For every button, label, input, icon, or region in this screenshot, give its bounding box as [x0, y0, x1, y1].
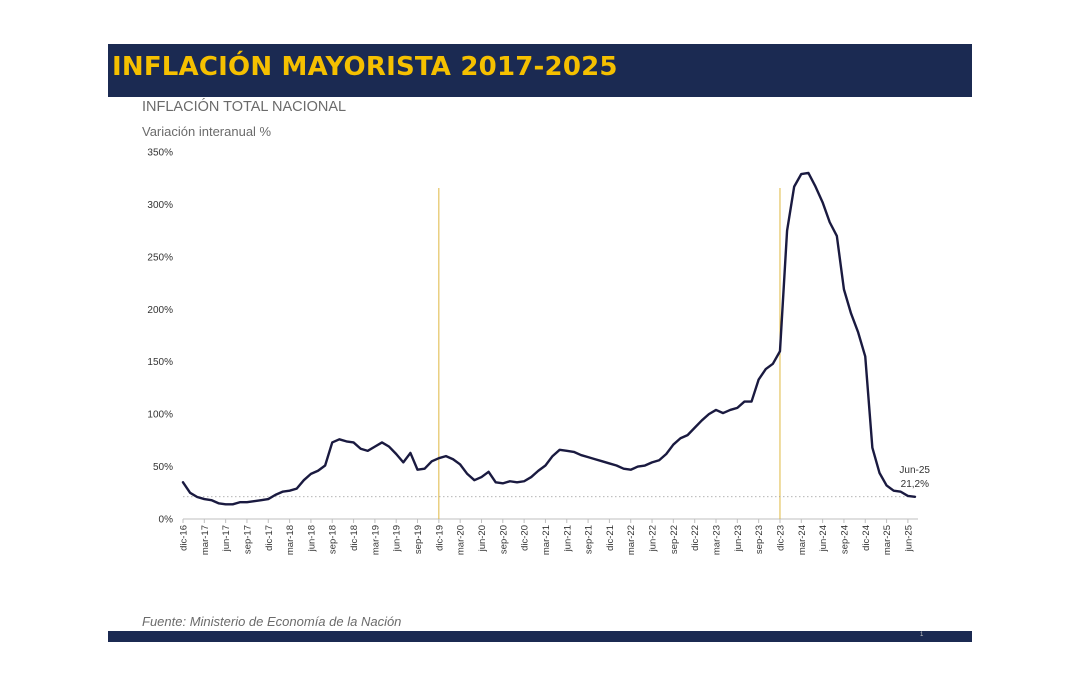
page-number: 1	[920, 632, 924, 638]
x-tick-label: dic-16	[179, 525, 190, 551]
x-tick-label: dic-24	[861, 525, 872, 551]
y-tick-label: 50%	[153, 462, 173, 473]
page-title: INFLACIÓN MAYORISTA 2017-2025	[112, 52, 618, 82]
source-note: Fuente: Ministerio de Economía de la Nac…	[142, 614, 402, 629]
annotations: Jun-25 21,2%	[899, 465, 930, 490]
chart-title: INFLACIÓN TOTAL NACIONAL	[142, 99, 347, 115]
y-axis: 0% 50% 100% 150% 200% 250% 300% 350%	[147, 148, 173, 526]
x-tick-label: sep-19	[413, 525, 424, 554]
y-tick-label: 300%	[147, 200, 173, 211]
x-tick-label: sep-20	[498, 525, 509, 554]
x-tick-label: jun-24	[818, 525, 829, 552]
x-tick-label: mar-19	[370, 525, 381, 555]
annotation-value-label: 21,2%	[901, 479, 929, 490]
x-tick-label: sep-23	[754, 525, 765, 554]
y-tick-label: 100%	[147, 410, 173, 421]
vertical-markers	[183, 188, 915, 519]
x-tick-label: dic-19	[434, 525, 445, 551]
x-tick-label: mar-17	[200, 525, 211, 555]
x-tick-label: jun-22	[648, 525, 659, 552]
x-tick-label: dic-22	[690, 525, 701, 551]
y-tick-label: 350%	[147, 148, 173, 159]
y-tick-label: 150%	[147, 357, 173, 368]
x-tick-label: jun-20	[477, 525, 488, 552]
x-tick-label: dic-20	[520, 525, 531, 551]
x-tick-label: sep-18	[328, 525, 339, 554]
x-tick-label: jun-18	[306, 525, 317, 552]
x-tick-label: mar-20	[456, 525, 467, 555]
x-tick-label: jun-21	[562, 525, 573, 552]
annotation-date-label: Jun-25	[899, 465, 930, 476]
x-tick-label: sep-22	[669, 525, 680, 554]
x-tick-label: mar-22	[626, 525, 637, 555]
x-axis: dic-16 mar-17 jun-17 sep-17 dic-17 mar-18 jun-…	[179, 518, 918, 555]
x-tick-label: jun-17	[221, 525, 232, 552]
y-tick-label: 250%	[147, 252, 173, 263]
x-tick-label: jun-25	[903, 525, 914, 552]
x-tick-label: mar-23	[712, 525, 723, 555]
footer-band	[108, 631, 972, 642]
series-group	[181, 171, 917, 506]
x-tick-label: mar-25	[882, 525, 893, 555]
series-line	[181, 171, 917, 506]
x-tick-label: sep-21	[584, 525, 595, 554]
x-tick-label: dic-23	[775, 525, 786, 551]
x-tick-label: sep-17	[242, 525, 253, 554]
x-tick-label: jun-23	[733, 525, 744, 552]
x-tick-label: dic-17	[264, 525, 275, 551]
x-tick-label: mar-24	[797, 525, 808, 555]
x-tick-label: sep-24	[839, 525, 850, 554]
y-tick-label: 0%	[159, 515, 174, 526]
x-tick-label: dic-18	[349, 525, 360, 551]
unit-label: Variación interanual %	[142, 124, 272, 139]
x-tick-label: jun-19	[392, 525, 403, 552]
x-tick-label: mar-21	[541, 525, 552, 555]
x-tick-label: dic-21	[605, 525, 616, 551]
header-band	[108, 44, 972, 97]
x-tick-label: mar-18	[285, 525, 296, 555]
y-tick-label: 200%	[147, 305, 173, 316]
